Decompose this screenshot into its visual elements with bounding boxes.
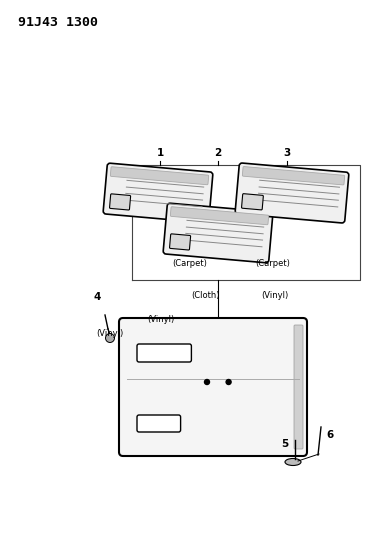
Text: (Carpet): (Carpet): [173, 260, 207, 268]
FancyBboxPatch shape: [241, 193, 263, 210]
Circle shape: [226, 379, 231, 384]
Text: (Vinyl): (Vinyl): [261, 292, 288, 300]
Circle shape: [105, 334, 114, 343]
Text: (Vinyl): (Vinyl): [96, 329, 123, 337]
Text: (Vinyl): (Vinyl): [147, 316, 174, 324]
Text: (Cloth): (Cloth): [192, 292, 220, 300]
Text: 91J43 1300: 91J43 1300: [18, 15, 98, 28]
Text: 1: 1: [156, 148, 163, 158]
FancyBboxPatch shape: [170, 234, 191, 250]
FancyBboxPatch shape: [235, 163, 349, 223]
FancyBboxPatch shape: [163, 203, 273, 263]
Text: 4: 4: [93, 292, 101, 302]
FancyBboxPatch shape: [103, 163, 213, 223]
FancyBboxPatch shape: [294, 325, 303, 449]
FancyBboxPatch shape: [242, 167, 345, 185]
Text: 3: 3: [283, 148, 290, 158]
FancyBboxPatch shape: [109, 194, 131, 210]
Ellipse shape: [285, 458, 301, 465]
Text: 6: 6: [327, 430, 334, 440]
FancyBboxPatch shape: [111, 167, 209, 185]
Text: (Carpet): (Carpet): [255, 260, 290, 268]
FancyBboxPatch shape: [137, 415, 181, 432]
FancyBboxPatch shape: [137, 344, 191, 362]
Text: 2: 2: [214, 148, 221, 158]
Circle shape: [205, 379, 209, 384]
Text: 5: 5: [281, 439, 289, 449]
FancyBboxPatch shape: [119, 318, 307, 456]
FancyBboxPatch shape: [171, 207, 269, 225]
